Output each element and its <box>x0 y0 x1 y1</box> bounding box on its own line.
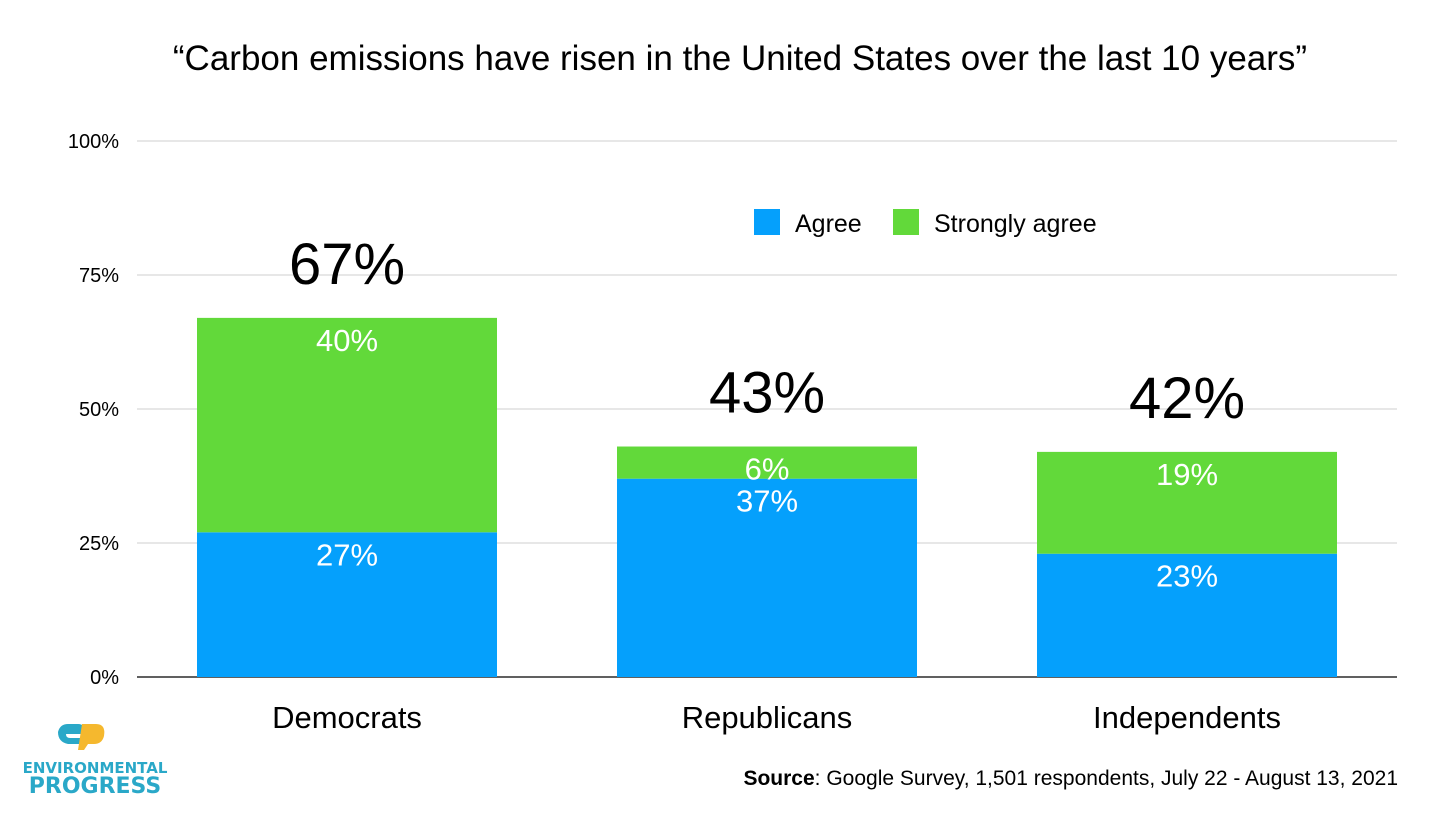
segment-value-label: 37% <box>736 484 798 519</box>
legend-label: Strongly agree <box>934 210 1097 238</box>
segment-value-label: 6% <box>745 452 790 487</box>
bar-segment-strongly-agree <box>197 317 497 533</box>
bar-segment-strongly-agree <box>617 446 917 479</box>
y-tick-label: 25% <box>79 533 119 555</box>
segment-value-label: 19% <box>1156 457 1218 492</box>
logo-line2: PROGRESS <box>29 774 162 799</box>
y-tick-label: 50% <box>79 399 119 421</box>
source-text: : Google Survey, 1,501 respondents, July… <box>815 767 1398 790</box>
segment-value-label: 40% <box>316 323 378 358</box>
category-label: Independents <box>1093 700 1281 735</box>
logo-line1: ENVIRONMENTAL <box>23 759 168 777</box>
legend-swatch <box>893 209 919 235</box>
chart-title: “Carbon emissions have risen in the Unit… <box>173 39 1307 78</box>
bar-segment-agree <box>197 532 497 677</box>
bar-segment-agree <box>617 478 917 677</box>
bar-labels: 27% 40% 67% Democrats 37%6% 43% Republicans 23%… <box>272 232 1281 735</box>
bar-total-label: 67% <box>289 232 405 297</box>
y-tick-label: 100% <box>68 131 119 153</box>
legend: Agree Strongly agree <box>754 209 1097 238</box>
source-label: Source <box>743 767 814 790</box>
bar-segment-agree <box>1037 553 1337 677</box>
bar-total-label: 43% <box>709 361 825 426</box>
environmental-progress-logo: ENVIRONMENTAL PROGRESS <box>23 724 168 799</box>
ep-logo-icon <box>58 724 105 750</box>
legend-swatch <box>754 209 780 235</box>
category-label: Republicans <box>682 700 853 735</box>
bar-segment-strongly-agree <box>1037 451 1337 554</box>
category-label: Democrats <box>272 700 422 735</box>
legend-label: Agree <box>795 210 862 238</box>
segment-value-label: 27% <box>316 537 378 572</box>
bar-total-label: 42% <box>1129 366 1245 431</box>
segment-value-label: 23% <box>1156 559 1218 594</box>
y-tick-label: 75% <box>79 265 119 287</box>
bars <box>197 317 1337 677</box>
source-note: Source: Google Survey, 1,501 respondents… <box>743 767 1398 790</box>
y-tick-label: 0% <box>90 667 119 689</box>
y-axis-ticks: 0% 25% 50% 75% 100% <box>68 131 119 689</box>
